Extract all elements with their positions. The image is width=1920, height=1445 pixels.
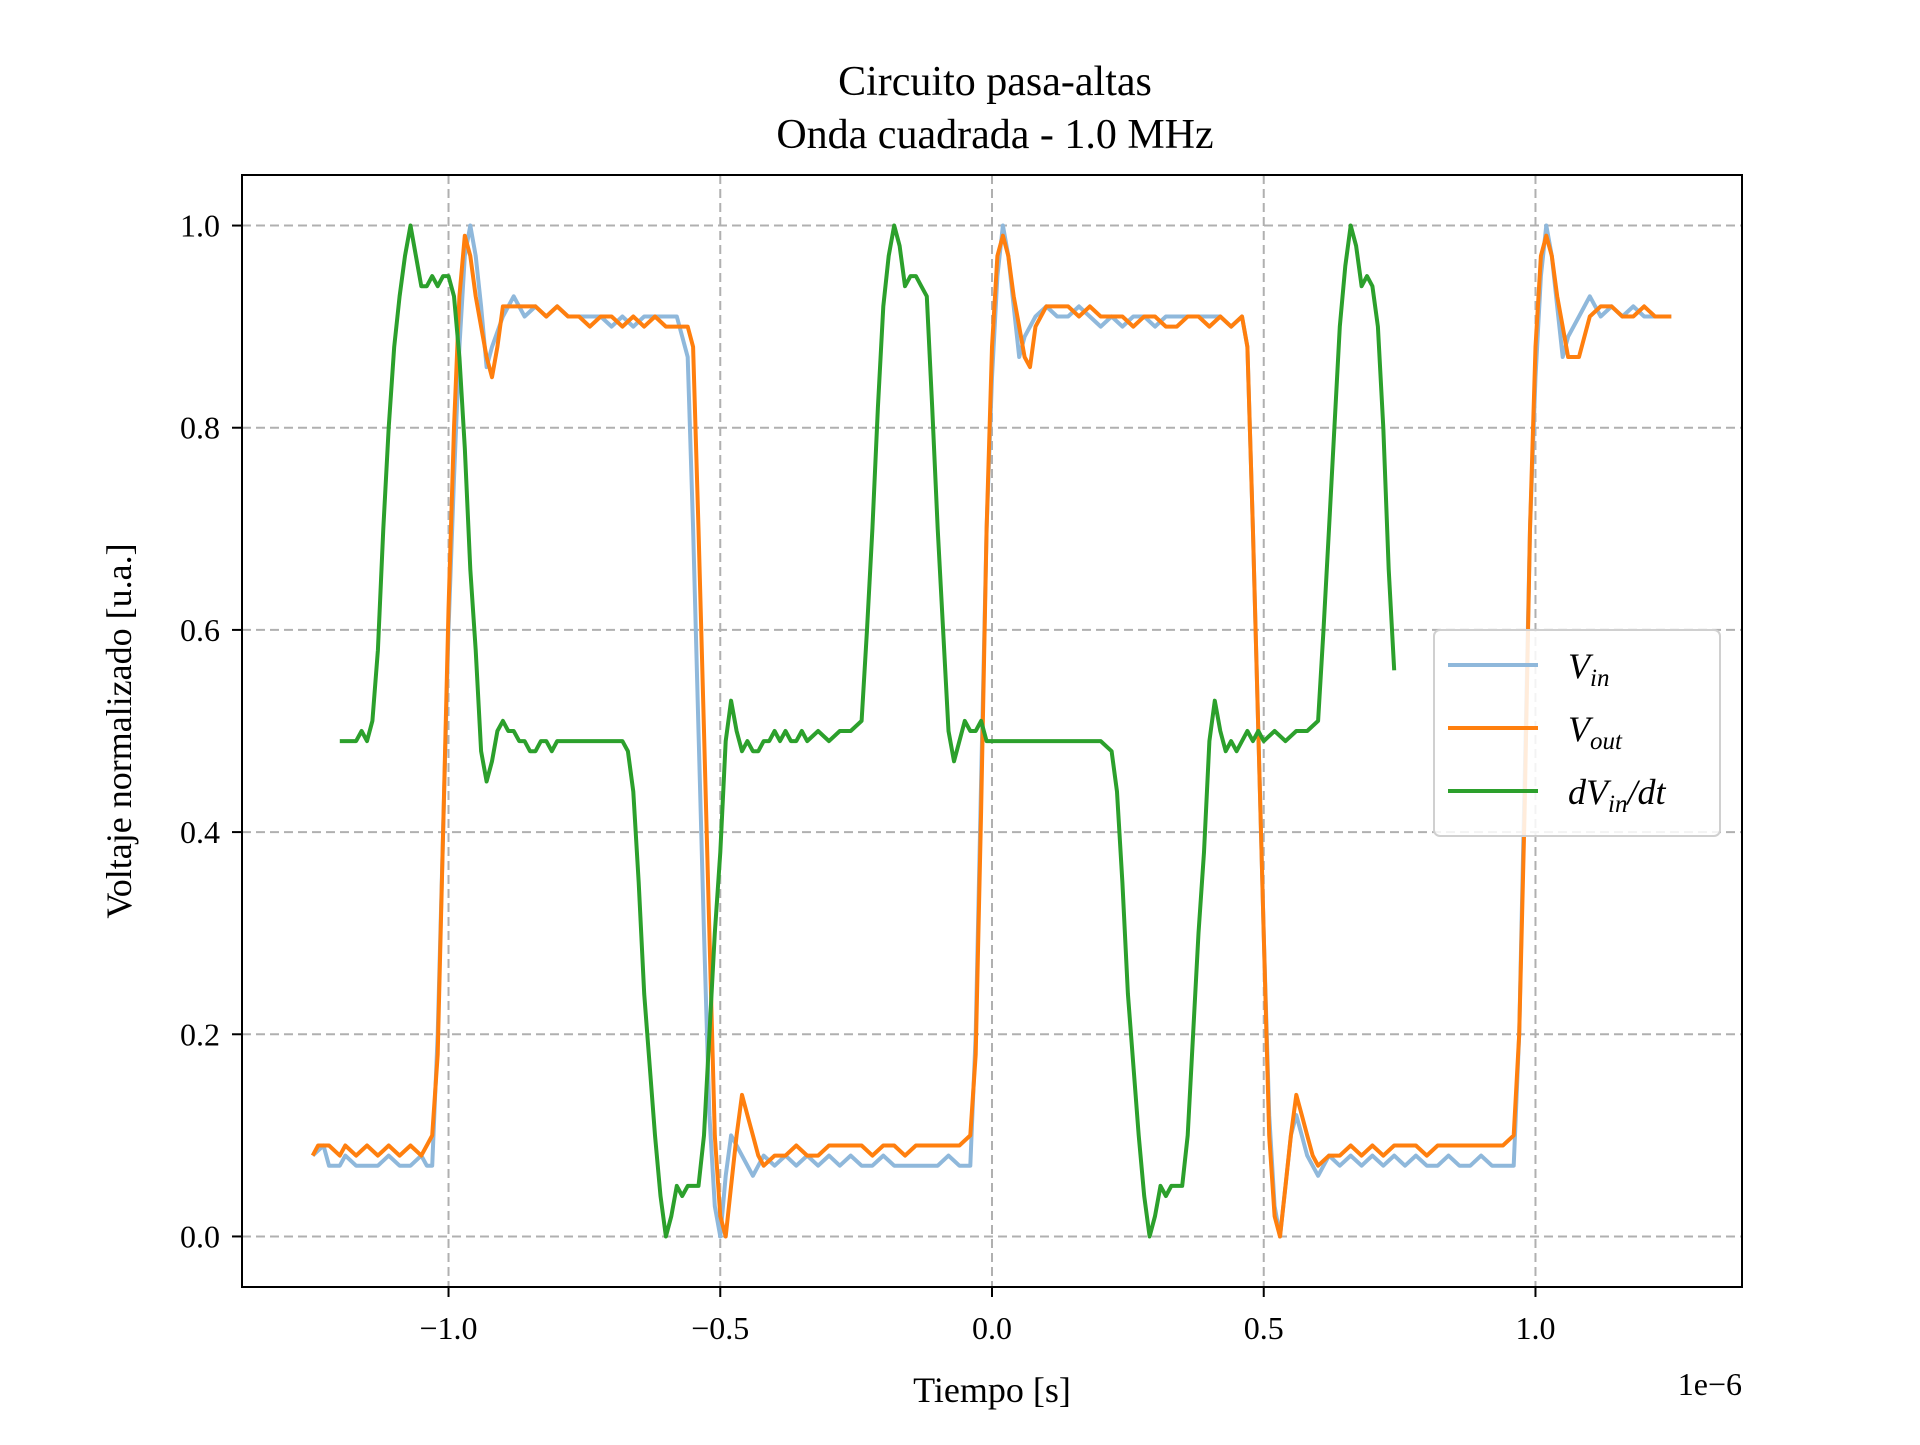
- legend: Vin Vout dVin/dt: [1433, 629, 1721, 837]
- y-tick-label: 0.6: [180, 612, 220, 648]
- x-tick-label: −0.5: [691, 1310, 749, 1346]
- legend-label-vout: Vout: [1568, 709, 1623, 755]
- x-offset-text: 1e−6: [1678, 1366, 1742, 1402]
- series-line-vout: [310, 233, 1672, 1239]
- y-tick-label: 0.4: [180, 814, 220, 850]
- x-axis-label: Tiempo [s]: [913, 1370, 1071, 1410]
- y-tick-label: 0.8: [180, 410, 220, 446]
- y-axis-label: Voltaje normalizado [u.a.]: [99, 543, 139, 918]
- series-layer: [310, 223, 1672, 1239]
- y-axis-ticks: 0.0 0.2 0.4 0.6 0.8 1.0: [180, 208, 242, 1254]
- x-tick-label: 0.5: [1244, 1310, 1284, 1346]
- y-tick-label: 0.2: [180, 1016, 220, 1052]
- x-axis-ticks: −1.0 −0.5 0.0 0.5 1.0: [419, 1287, 1555, 1346]
- y-tick-label: 1.0: [180, 208, 220, 244]
- legend-box: [1433, 629, 1721, 837]
- chart-title-line1: Circuito pasa-altas: [838, 59, 1152, 105]
- x-tick-label: 1.0: [1515, 1310, 1555, 1346]
- x-tick-label: 0.0: [972, 1310, 1012, 1346]
- series-line-dvin-dt: [339, 223, 1397, 1239]
- x-tick-label: −1.0: [419, 1310, 477, 1346]
- chart-title-line2: Onda cuadrada - 1.0 MHz: [776, 112, 1213, 158]
- y-tick-label: 0.0: [180, 1218, 220, 1254]
